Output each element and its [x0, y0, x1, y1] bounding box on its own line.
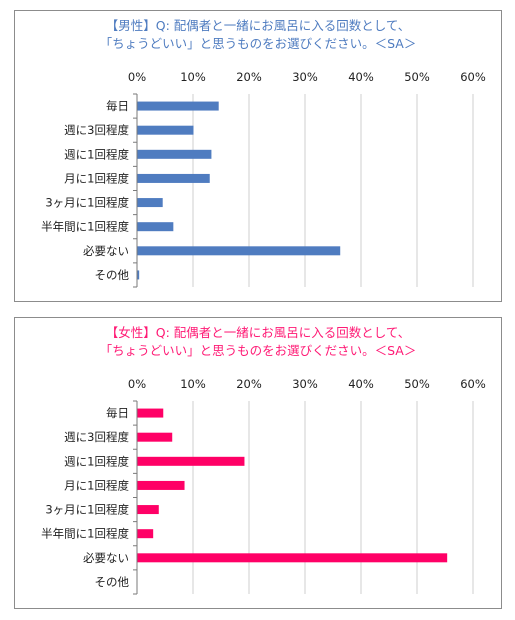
male-bar [137, 125, 194, 135]
male-bar [137, 198, 163, 208]
male-bar [137, 149, 212, 159]
female-bar-chart: 0% 10% 20% 30% 40% 50% 60% 毎日週に3回程度週に1回程度月に1回程度… [41, 377, 486, 595]
male-chart-panel: 【男性】Q: 配偶者と一緒にお風呂に入る回数として、 「ちょうどいい」と思うもの… [14, 10, 502, 302]
male-x-tick-label: 30% [292, 70, 318, 84]
male-bar [137, 101, 219, 111]
female-category-label: 半年間に1回程度 [41, 527, 129, 541]
female-x-tick-label: 0% [128, 377, 146, 391]
male-category-label: 毎日 [106, 99, 129, 113]
male-x-tick-label: 60% [460, 70, 486, 84]
male-bar [137, 173, 210, 183]
male-x-tick-label: 50% [404, 70, 430, 84]
male-chart-title: 【男性】Q: 配偶者と一緒にお風呂に入る回数として、 「ちょうどいい」と思うもの… [15, 17, 501, 53]
male-title-line2: 「ちょうどいい」と思うものをお選びください。＜SA＞ [99, 36, 417, 51]
female-category-label: 月に1回程度 [64, 478, 129, 492]
male-category-label: 半年間に1回程度 [41, 220, 129, 234]
male-x-tick-label: 20% [236, 70, 262, 84]
male-x-tick-label: 10% [180, 70, 206, 84]
male-category-label: 必要ない [83, 244, 129, 258]
male-bar [137, 222, 174, 232]
female-category-label: 3ヶ月に1回程度 [45, 503, 129, 517]
female-bar [137, 432, 173, 442]
male-x-tick-label: 0% [128, 70, 146, 84]
female-category-label: 週に3回程度 [64, 430, 129, 444]
male-title-line1: 【男性】Q: 配偶者と一緒にお風呂に入る回数として、 [105, 18, 411, 33]
male-category-label: 3ヶ月に1回程度 [45, 196, 129, 210]
male-bar [137, 246, 341, 256]
female-category-label: 毎日 [106, 406, 129, 420]
male-x-tick-label: 40% [348, 70, 374, 84]
female-bar [137, 408, 164, 418]
female-bar [137, 456, 245, 466]
female-title-line2: 「ちょうどいい」と思うものをお選びください。＜SA＞ [99, 343, 417, 358]
female-bar [137, 480, 185, 490]
female-x-tick-label: 40% [348, 377, 374, 391]
female-x-tick-label: 60% [460, 377, 486, 391]
female-bar [137, 529, 154, 539]
female-title-line1: 【女性】Q: 配偶者と一緒にお風呂に入る回数として、 [105, 325, 411, 340]
female-x-tick-label: 50% [404, 377, 430, 391]
male-bar [137, 270, 140, 280]
male-category-label: 週に1回程度 [64, 147, 129, 161]
male-category-label: 月に1回程度 [64, 171, 129, 185]
female-bar [137, 553, 448, 563]
female-x-tick-label: 20% [236, 377, 262, 391]
female-chart-title: 【女性】Q: 配偶者と一緒にお風呂に入る回数として、 「ちょうどいい」と思うもの… [15, 324, 501, 360]
male-bar-chart: 0% 10% 20% 30% 40% 50% 60% 毎日週に3回程度週に1回程度月に1回程度… [41, 70, 486, 288]
female-category-label: 週に1回程度 [64, 454, 129, 468]
female-x-tick-label: 30% [292, 377, 318, 391]
male-category-label: 週に3回程度 [64, 123, 129, 137]
female-category-label: 必要ない [83, 551, 129, 565]
female-chart-panel: 【女性】Q: 配偶者と一緒にお風呂に入る回数として、 「ちょうどいい」と思うもの… [14, 317, 502, 609]
female-category-label: その他 [95, 575, 130, 589]
male-category-label: その他 [95, 268, 130, 282]
female-bar [137, 505, 159, 515]
female-x-tick-label: 10% [180, 377, 206, 391]
